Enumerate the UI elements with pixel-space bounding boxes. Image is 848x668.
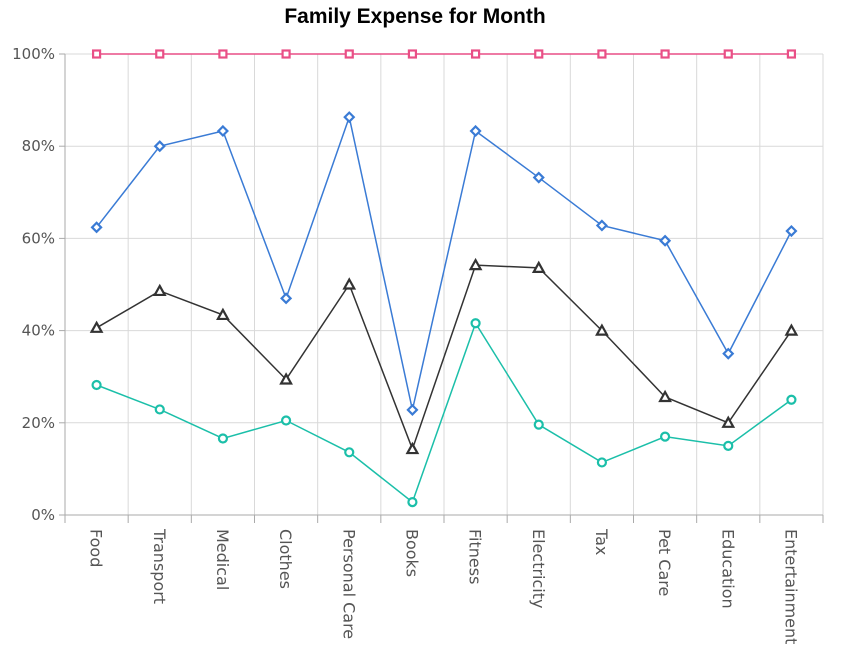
y-tick-label: 60% [22,229,55,247]
data-point[interactable] [344,49,354,59]
x-tick-label: Fitness [466,529,485,584]
data-point[interactable] [723,49,733,59]
data-point[interactable] [89,320,104,333]
data-point[interactable] [595,219,608,232]
data-point[interactable] [216,307,230,321]
data-point[interactable] [659,431,671,442]
data-point[interactable] [596,457,608,468]
data-point[interactable] [91,49,102,59]
y-tick-label: 40% [22,322,55,340]
x-tick-label: Books [402,529,421,577]
data-point[interactable] [342,277,357,290]
series-3 [89,257,799,455]
x-tick-label: Entertainment [781,529,800,644]
data-point[interactable] [595,323,609,336]
data-point[interactable] [407,49,418,59]
data-point[interactable] [660,49,670,59]
data-point[interactable] [279,372,293,385]
data-point[interactable] [786,394,797,405]
chart-title: Family Expense for Month [284,5,545,28]
x-tick-label: Electricity [529,529,548,608]
data-point[interactable] [785,224,798,238]
data-point[interactable] [469,124,482,138]
x-tick-label: Transport [150,528,169,604]
data-point[interactable] [152,283,167,297]
data-point[interactable] [153,140,166,153]
series-line [96,321,792,504]
series-4 [91,318,797,508]
data-point[interactable] [280,415,292,426]
x-tick-label: Tax [592,528,611,555]
data-point[interactable] [470,49,481,59]
data-point[interactable] [216,124,229,138]
x-tick-label: Education [718,529,737,609]
data-point[interactable] [470,318,481,329]
series-2 [90,111,798,416]
data-point[interactable] [343,111,356,124]
data-point[interactable] [468,257,483,271]
data-point[interactable] [406,403,419,416]
x-tick-label: Pet Care [655,529,674,596]
axes [59,53,824,523]
x-tick-label: Personal Care [339,529,358,639]
data-point[interactable] [154,404,165,415]
y-tick-label: 0% [31,506,55,524]
data-point[interactable] [281,49,291,59]
x-tick-label: Clothes [276,529,295,589]
y-tick-label: 20% [22,414,55,432]
x-tick-label: Medical [213,529,232,590]
grid [64,53,824,516]
data-point[interactable] [597,49,607,59]
data-point[interactable] [531,260,546,274]
data-point[interactable] [218,49,228,59]
data-point[interactable] [90,221,103,234]
data-point[interactable] [721,415,736,428]
data-point[interactable] [91,379,102,391]
y-axis-ticks: 0% 20% 40% 60% 80% 100% [12,45,55,524]
data-point[interactable] [532,171,545,184]
data-point[interactable] [155,49,165,59]
x-tick-label: Food [87,529,106,567]
y-tick-label: 100% [12,45,55,63]
data-point[interactable] [722,347,735,360]
data-point[interactable] [659,234,672,247]
x-axis-ticks: Food Transport Medical Clothes Personal Care… [87,528,801,644]
data-point[interactable] [407,496,418,508]
series-1 [91,49,797,59]
data-point[interactable] [784,323,799,336]
data-point[interactable] [533,419,544,430]
data-point[interactable] [344,447,355,458]
series-line [95,114,793,411]
series-line [96,264,793,452]
data-point[interactable] [534,49,544,59]
data-point[interactable] [280,292,293,305]
y-tick-label: 80% [22,137,55,155]
data-point[interactable] [658,389,672,403]
data-point[interactable] [786,49,797,59]
data-point[interactable] [405,441,420,455]
series-layer [89,49,799,508]
data-point[interactable] [217,433,229,444]
data-point[interactable] [723,440,734,451]
